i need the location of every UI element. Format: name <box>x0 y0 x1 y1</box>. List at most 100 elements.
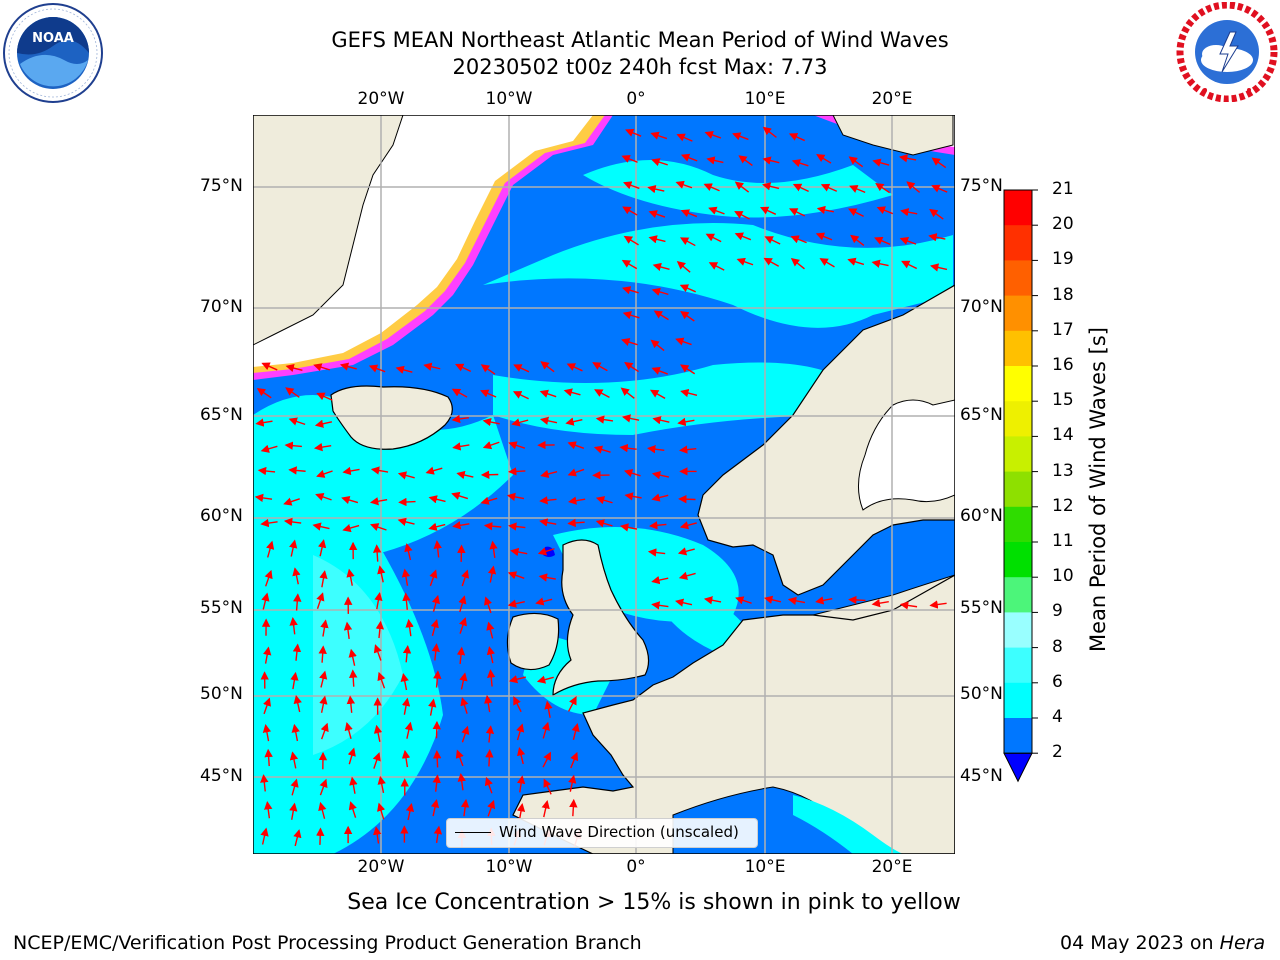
colorbar-segment <box>1004 295 1032 332</box>
map-panel <box>253 115 955 854</box>
wind-wave-arrow <box>874 236 891 245</box>
chart-title: GEFS MEAN Northeast Atlantic Mean Period… <box>331 28 949 52</box>
wind-wave-arrow <box>373 826 382 844</box>
wind-wave-arrow <box>508 441 526 450</box>
wind-wave-arrow <box>790 257 805 270</box>
wind-wave-arrow <box>738 155 753 167</box>
wind-wave-arrow <box>405 618 414 637</box>
wind-wave-arrow <box>535 597 553 606</box>
wind-wave-arrow <box>401 749 411 768</box>
wind-wave-arrow <box>264 748 273 767</box>
wind-wave-arrow <box>342 524 360 533</box>
wind-wave-arrow <box>260 827 269 845</box>
wind-wave-arrow <box>931 184 948 193</box>
colorbar-segment <box>1004 436 1032 473</box>
wind-wave-arrow <box>595 415 614 424</box>
lon-label-top-10w: 10°W <box>485 89 533 109</box>
colorbar-segment <box>1004 542 1032 578</box>
wind-wave-arrow <box>678 445 697 454</box>
wind-wave-arrow <box>876 206 894 215</box>
colorbar-tick-label: 16 <box>1052 355 1074 375</box>
colorbar-tick-label: 6 <box>1052 671 1063 692</box>
noaa-logo: NOAA <box>3 3 103 103</box>
wind-wave-arrow <box>815 232 833 241</box>
wind-wave-arrow <box>815 596 833 605</box>
wind-wave-arrow <box>457 773 466 791</box>
lat-label-left-45n: 45°N <box>200 766 243 786</box>
colorbar <box>1003 189 1038 783</box>
wind-wave-arrow <box>734 211 750 220</box>
wind-wave-arrow <box>397 471 415 480</box>
wind-wave-arrow <box>316 392 333 401</box>
wind-wave-arrow <box>651 471 670 480</box>
wind-wave-arrow <box>397 517 415 526</box>
wind-wave-arrow <box>264 569 273 587</box>
wind-wave-arrow <box>566 363 583 372</box>
wind-wave-arrow <box>348 648 357 666</box>
wind-wave-arrow <box>543 778 552 795</box>
wind-wave-arrow <box>625 128 642 137</box>
legend-label: Wind Wave Direction (unscaled) <box>499 823 739 841</box>
wind-wave-arrow <box>513 696 522 713</box>
wind-wave-arrow <box>428 522 446 531</box>
wind-wave-arrow <box>402 592 411 610</box>
wind-wave-arrow <box>433 540 442 558</box>
wind-wave-arrow <box>816 154 832 164</box>
wind-wave-arrow <box>459 672 468 690</box>
wind-wave-arrow <box>680 388 698 398</box>
wind-wave-arrow <box>850 234 865 246</box>
wind-wave-arrow <box>430 619 439 636</box>
wind-wave-arrow <box>318 645 327 663</box>
wind-wave-arrow <box>680 364 696 375</box>
wind-wave-arrow <box>290 778 299 796</box>
colorbar-tick-label: 2 <box>1052 742 1063 763</box>
wind-wave-arrow <box>678 571 696 580</box>
wind-wave-arrow <box>346 695 356 713</box>
wind-wave-arrow <box>484 776 493 794</box>
lat-label-left-65n: 65°N <box>200 405 243 425</box>
wind-wave-arrow <box>675 337 692 346</box>
colorbar-segment <box>1004 471 1032 508</box>
wind-wave-arrow <box>484 596 493 614</box>
wind-wave-arrow <box>373 724 383 742</box>
wind-wave-arrow <box>432 774 441 792</box>
wind-wave-arrow <box>319 778 328 796</box>
wind-wave-arrow <box>293 695 302 713</box>
colorbar-segment <box>1004 190 1032 226</box>
wind-wave-arrow <box>678 494 696 504</box>
wind-wave-arrow <box>460 798 470 817</box>
lon-label-bottom-20e: 20°E <box>871 857 913 877</box>
wind-wave-arrow <box>260 774 269 792</box>
wind-wave-arrow <box>346 568 355 586</box>
wind-wave-arrow <box>623 235 639 246</box>
lat-label-left-60n: 60°N <box>200 506 243 526</box>
wind-wave-arrow <box>510 547 528 557</box>
wind-wave-arrow <box>283 517 302 527</box>
wind-wave-arrow <box>344 721 353 739</box>
colorbar-tick-label: 17 <box>1052 319 1074 340</box>
wind-wave-arrow <box>848 208 864 217</box>
wind-wave-arrow <box>433 825 443 843</box>
wind-wave-arrow <box>507 571 525 580</box>
wind-wave-arrow <box>428 495 446 504</box>
wind-wave-arrow <box>764 236 781 245</box>
wind-wave-arrow <box>787 596 806 605</box>
wind-wave-arrow <box>513 364 530 373</box>
wind-wave-arrow <box>648 235 666 244</box>
wind-wave-arrow <box>621 286 639 295</box>
wind-wave-arrow <box>398 497 416 507</box>
lat-label-right-65n: 65°N <box>960 405 1003 425</box>
wind-wave-arrow <box>541 800 550 818</box>
wind-wave-arrow <box>319 570 328 588</box>
wind-wave-arrow <box>368 364 386 373</box>
wind-wave-arrow <box>901 260 918 270</box>
wind-wave-arrow <box>313 442 332 452</box>
wind-wave-arrow <box>734 232 752 241</box>
wind-wave-arrow <box>872 158 890 167</box>
wind-wave-arrow <box>374 592 383 610</box>
wind-wave-arrow <box>511 418 529 427</box>
colorbar-segment <box>1004 682 1032 719</box>
wind-wave-arrow <box>291 723 300 742</box>
wind-wave-arrow <box>486 621 495 639</box>
wind-wave-arrow <box>708 206 725 215</box>
